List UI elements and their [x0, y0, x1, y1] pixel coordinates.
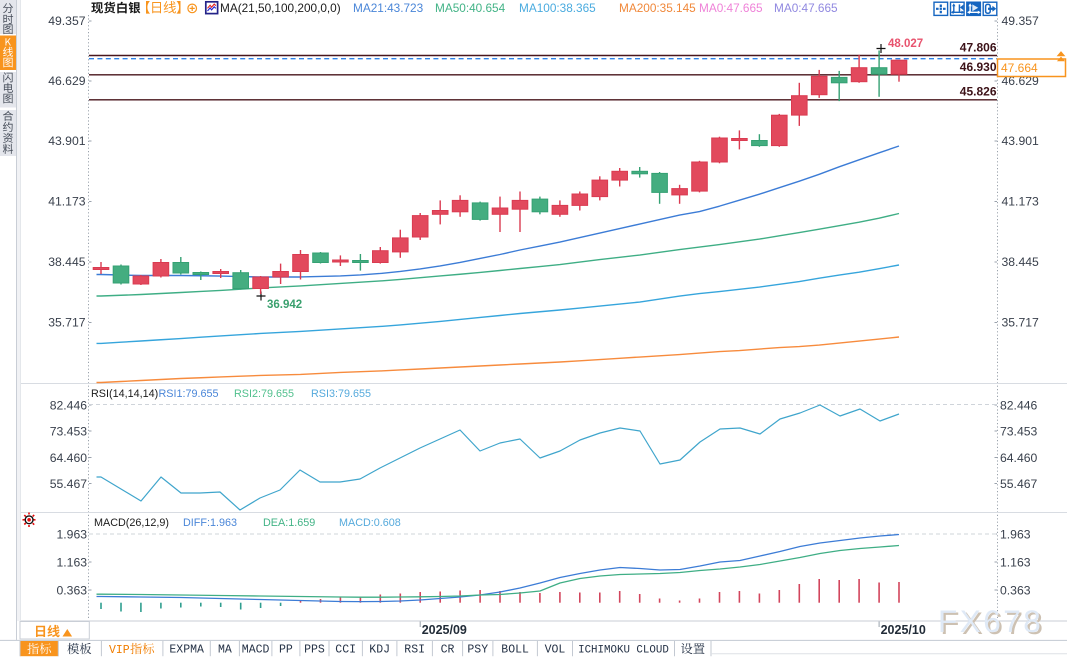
svg-text:41.173: 41.173: [48, 195, 85, 209]
svg-text:MA50:40.654: MA50:40.654: [435, 1, 506, 15]
svg-text:46.629: 46.629: [1002, 74, 1039, 88]
svg-text:CR: CR: [441, 644, 455, 657]
svg-text:RSI2:79.655: RSI2:79.655: [234, 388, 294, 400]
svg-text:MA200:35.145: MA200:35.145: [619, 1, 696, 15]
svg-text:ICHIMOKU CLOUD: ICHIMOKU CLOUD: [578, 645, 669, 657]
svg-text:PP: PP: [279, 644, 293, 657]
svg-text:MACD(26,12,9): MACD(26,12,9): [94, 517, 169, 529]
svg-text:49.357: 49.357: [1002, 14, 1039, 28]
svg-text:MA0:47.665: MA0:47.665: [774, 1, 838, 15]
svg-text:EXPMA: EXPMA: [169, 644, 204, 657]
svg-text:MA100:38.365: MA100:38.365: [519, 1, 596, 15]
svg-text:MA: MA: [218, 644, 232, 657]
svg-text:41.173: 41.173: [1002, 195, 1039, 209]
svg-text:1.963: 1.963: [1000, 527, 1031, 541]
svg-text:PPS: PPS: [304, 644, 325, 657]
svg-text:73.453: 73.453: [1000, 424, 1037, 438]
svg-text:35.717: 35.717: [1002, 316, 1039, 330]
svg-text:RSI3:79.655: RSI3:79.655: [311, 388, 371, 400]
svg-text:64.460: 64.460: [1000, 451, 1037, 465]
svg-text:MA21:43.723: MA21:43.723: [353, 1, 424, 15]
svg-text:36.942: 36.942: [267, 299, 302, 311]
svg-text:VOL: VOL: [545, 644, 566, 657]
svg-text:FX678: FX678: [940, 605, 1045, 641]
svg-text:PSY: PSY: [467, 644, 488, 657]
svg-text:55.467: 55.467: [50, 477, 87, 491]
svg-text:43.901: 43.901: [1002, 134, 1039, 148]
svg-text:45.826: 45.826: [960, 85, 997, 99]
svg-text:47.664: 47.664: [1001, 61, 1038, 75]
svg-text:RSI1:79.655: RSI1:79.655: [159, 388, 219, 400]
svg-text:DIFF:1.963: DIFF:1.963: [183, 517, 237, 529]
svg-text:82.446: 82.446: [1000, 398, 1037, 412]
svg-text:MA(21,50,100,200,0,0): MA(21,50,100,200,0,0): [220, 1, 341, 15]
svg-text:CCI: CCI: [335, 644, 356, 657]
svg-text:43.901: 43.901: [48, 134, 85, 148]
svg-text:FX678: FX678: [938, 603, 1043, 639]
svg-text:0.363: 0.363: [57, 583, 88, 597]
svg-text:BOLL: BOLL: [501, 644, 529, 657]
svg-text:MA0:47.665: MA0:47.665: [699, 1, 763, 15]
svg-text:RSI: RSI: [404, 644, 425, 657]
svg-text:MACD:0.608: MACD:0.608: [339, 517, 401, 529]
svg-text:2025/09: 2025/09: [422, 623, 467, 637]
svg-text:48.027: 48.027: [888, 38, 923, 50]
svg-text:73.453: 73.453: [50, 424, 87, 438]
svg-text:RSI(14,14,14): RSI(14,14,14): [91, 388, 158, 400]
svg-text:VIP: VIP: [109, 644, 130, 657]
svg-text:0.363: 0.363: [1000, 583, 1031, 597]
svg-text:46.930: 46.930: [960, 60, 997, 74]
svg-text:MACD: MACD: [242, 644, 270, 657]
svg-text:2025/10: 2025/10: [881, 623, 926, 637]
svg-text:35.717: 35.717: [48, 316, 85, 330]
svg-text:38.445: 38.445: [1002, 255, 1039, 269]
svg-text:1.963: 1.963: [57, 527, 88, 541]
svg-text:38.445: 38.445: [48, 255, 85, 269]
svg-text:KDJ: KDJ: [369, 644, 390, 657]
svg-text:DEA:1.659: DEA:1.659: [263, 517, 315, 529]
svg-text:1.163: 1.163: [57, 555, 88, 569]
svg-text:82.446: 82.446: [50, 398, 87, 412]
svg-text:55.467: 55.467: [1000, 477, 1037, 491]
svg-text:1.163: 1.163: [1000, 555, 1031, 569]
svg-text:47.806: 47.806: [960, 41, 997, 55]
svg-text:49.357: 49.357: [48, 14, 85, 28]
svg-text:46.629: 46.629: [48, 74, 85, 88]
svg-text:64.460: 64.460: [50, 451, 87, 465]
